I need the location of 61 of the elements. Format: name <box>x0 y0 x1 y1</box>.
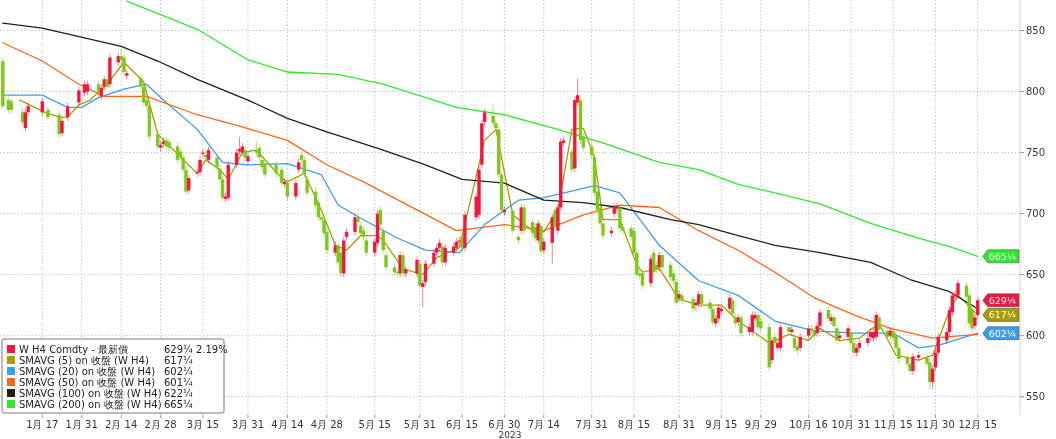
annotation: 629¼ <box>988 294 1017 306</box>
candlestick <box>274 160 278 178</box>
x-tick-label: 5月 15 <box>358 419 391 430</box>
x-tick-label: 3月 15 <box>186 419 220 430</box>
candlestick <box>615 202 619 213</box>
x-tick-label: 5月 31 <box>403 419 436 430</box>
x-tick-label: 11月 30 <box>916 419 955 430</box>
x-tick-label: 7月 31 <box>575 419 608 430</box>
annotation: 602¼ <box>988 327 1017 339</box>
price-tag: 617¼ <box>982 308 1020 322</box>
candlestick <box>201 148 205 158</box>
candlestick <box>773 332 777 348</box>
y-tick-label: 800 <box>1026 86 1046 98</box>
x-tick-label: 3月 31 <box>231 419 265 430</box>
legend-label: SMAVG (100) on 收盤 (W H4) <box>19 388 162 399</box>
y-tick-label: 650 <box>1026 269 1046 281</box>
x-tick-label: 4月 14 <box>271 419 304 430</box>
price-tag: 602¼ <box>982 326 1020 341</box>
x-tick-label: 8月 31 <box>662 419 696 430</box>
y-tick-label: 850 <box>1026 25 1046 37</box>
legend-label: SMAVG (5) on 收盤 (W H4) <box>19 355 149 366</box>
x-tick-label: 9月 15 <box>705 419 738 430</box>
legend-label: W H4 Comdty - 最新價 <box>19 344 129 355</box>
annotation: 665¼ <box>164 399 194 410</box>
candlestick <box>680 291 684 305</box>
annotation: 629¼ 2.19% <box>164 344 228 355</box>
y-tick-label: 600 <box>1026 330 1046 342</box>
candlestick <box>46 105 50 122</box>
price-tag: 665¼ <box>982 249 1020 264</box>
candlestick <box>677 290 681 302</box>
x-tick-label: 2月 28 <box>144 419 177 430</box>
annotation: 622¼ <box>164 388 194 399</box>
y-tick-label: 550 <box>1026 391 1046 403</box>
x-tick-label: 2月 14 <box>105 419 138 430</box>
x-tick-label: 6月 15 <box>445 419 479 430</box>
x-tick-label: 10月 16 <box>789 419 828 430</box>
x-tick-label: 1月 31 <box>65 419 98 430</box>
legend-label: SMAVG (200) on 收盤 (W H4) <box>19 399 162 410</box>
x-tick-label: 1月 17 <box>26 419 59 430</box>
candlestick <box>243 145 247 162</box>
x-tick-label: 9月 29 <box>744 419 777 430</box>
candlestick <box>246 152 250 166</box>
annotation: 665¼ <box>988 250 1017 262</box>
x-tick-label: 10月 31 <box>831 419 871 430</box>
x-tick-label: 4月 28 <box>310 419 343 430</box>
x-tick-label: 6月 30 <box>488 419 521 430</box>
x-tick-label: 11月 15 <box>873 419 913 430</box>
annotation: 601¼ <box>164 377 194 388</box>
y-tick-label: 700 <box>1026 208 1046 220</box>
x-tick-label: 7月 14 <box>527 419 560 430</box>
x-tick-label: 12月 15 <box>958 419 998 430</box>
x-tick-label: 8月 15 <box>617 419 651 430</box>
annotation: 602¼ <box>164 366 194 377</box>
annotation: 617¼ <box>164 355 194 366</box>
legend-label: SMAVG (20) on 收盤 (W H4) <box>19 366 156 377</box>
y-tick-label: 750 <box>1026 147 1046 159</box>
x-axis-title: 2023 <box>498 430 522 439</box>
candlestick <box>260 155 264 172</box>
legend-label: SMAVG (50) on 收盤 (W H4) <box>19 377 156 388</box>
annotation: 617¼ <box>988 309 1017 321</box>
price-tag: 629¼ <box>982 293 1020 308</box>
